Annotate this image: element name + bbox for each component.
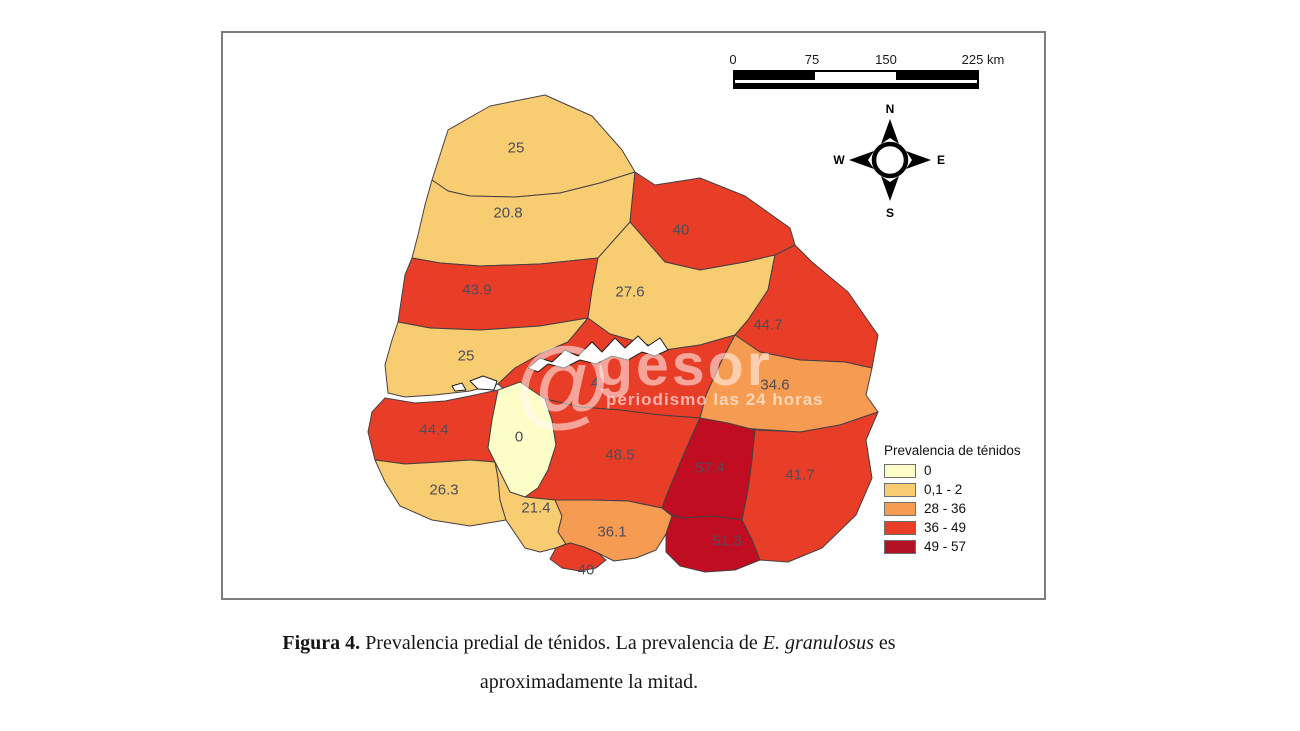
legend-item-4: 36 - 49: [884, 520, 1021, 535]
figure-caption: Figura 4. Prevalencia predial de ténidos…: [229, 630, 949, 695]
region-label-montevideo: 40: [577, 561, 595, 579]
legend-swatch-2: [884, 482, 916, 497]
scale-bar-graphic: [733, 70, 979, 89]
scale-tick-2: 75: [804, 52, 820, 67]
legend-label-3: 28 - 36: [924, 501, 967, 516]
reservoir-water: [451, 335, 669, 392]
legend-label-4: 36 - 49: [924, 520, 967, 535]
region-label-treinta-y-tres: 34.6: [760, 376, 790, 394]
legend-item-2: 0,1 - 2: [884, 482, 1021, 497]
scale-tick-4: 225 km: [961, 52, 1005, 67]
region-maldonado: [665, 515, 761, 573]
region-canelones: [554, 499, 673, 562]
water-body-2: [469, 375, 498, 391]
region-label-artigas: 25: [507, 139, 525, 157]
legend-item-3: 28 - 36: [884, 501, 1021, 516]
compass-e-label: E: [937, 153, 945, 167]
compass-w-label: W: [833, 153, 845, 167]
region-label-san-jose: 21.4: [521, 499, 551, 517]
region-label-rocha: 41.7: [785, 466, 815, 484]
region-label-paysandu: 43.9: [462, 281, 492, 299]
region-label-canelones: 36.1: [597, 523, 627, 541]
legend-swatch-3: [884, 501, 916, 516]
region-label-lavalleja: 57.4: [695, 459, 725, 477]
region-label-florida: 48.5: [605, 446, 635, 464]
region-label-durazno: 4.: [590, 374, 604, 392]
legend-label-1: 0: [924, 463, 932, 478]
legend-title: Prevalencia de ténidos: [884, 443, 1021, 458]
legend-label-5: 49 - 57: [924, 539, 967, 554]
region-montevideo: [549, 542, 607, 572]
legend-swatch-4: [884, 520, 916, 535]
water-body-1: [527, 335, 669, 373]
region-label-rivera: 40: [672, 221, 690, 239]
legend-swatch-5: [884, 539, 916, 554]
compass-s-label: S: [886, 206, 894, 220]
scale-tick-3: 150: [875, 52, 897, 67]
region-paysandu: [397, 257, 599, 331]
region-rocha: [741, 411, 879, 563]
legend: Prevalencia de ténidos 0 0,1 - 2 28 - 36 36…: [884, 443, 1021, 559]
region-label-tacuarembo: 27.6: [615, 283, 645, 301]
caption-figure-number: Figura 4.: [282, 632, 361, 654]
water-body-3: [451, 382, 467, 392]
legend-label-2: 0,1 - 2: [924, 482, 963, 497]
caption-line2: aproximadamente la mitad.: [479, 671, 699, 693]
map-regions: [367, 94, 879, 573]
compass-n-label: N: [886, 102, 895, 116]
region-label-rio-negro: 25: [457, 347, 475, 365]
region-label-soriano: 44.4: [419, 421, 449, 439]
region-label-salto: 20.8: [493, 204, 523, 222]
region-label-maldonado: 51.3: [712, 532, 742, 550]
legend-item-5: 49 - 57: [884, 539, 1021, 554]
legend-swatch-1: [884, 463, 916, 478]
region-label-flores: 0: [514, 428, 524, 446]
legend-items: 0 0,1 - 2 28 - 36 36 - 49 49 - 57: [884, 463, 1021, 554]
caption-text: Prevalencia predial de ténidos. La preva…: [360, 632, 763, 654]
caption-species-italic: E. granulosus: [762, 632, 874, 654]
legend-item-1: 0: [884, 463, 1021, 478]
region-label-colonia: 26.3: [429, 481, 459, 499]
region-label-cerro-largo: 44.7: [753, 316, 783, 334]
compass-rose-icon: N S W E: [833, 102, 945, 220]
caption-text-end: es: [873, 632, 896, 654]
scale-tick-1: 0: [729, 52, 737, 67]
